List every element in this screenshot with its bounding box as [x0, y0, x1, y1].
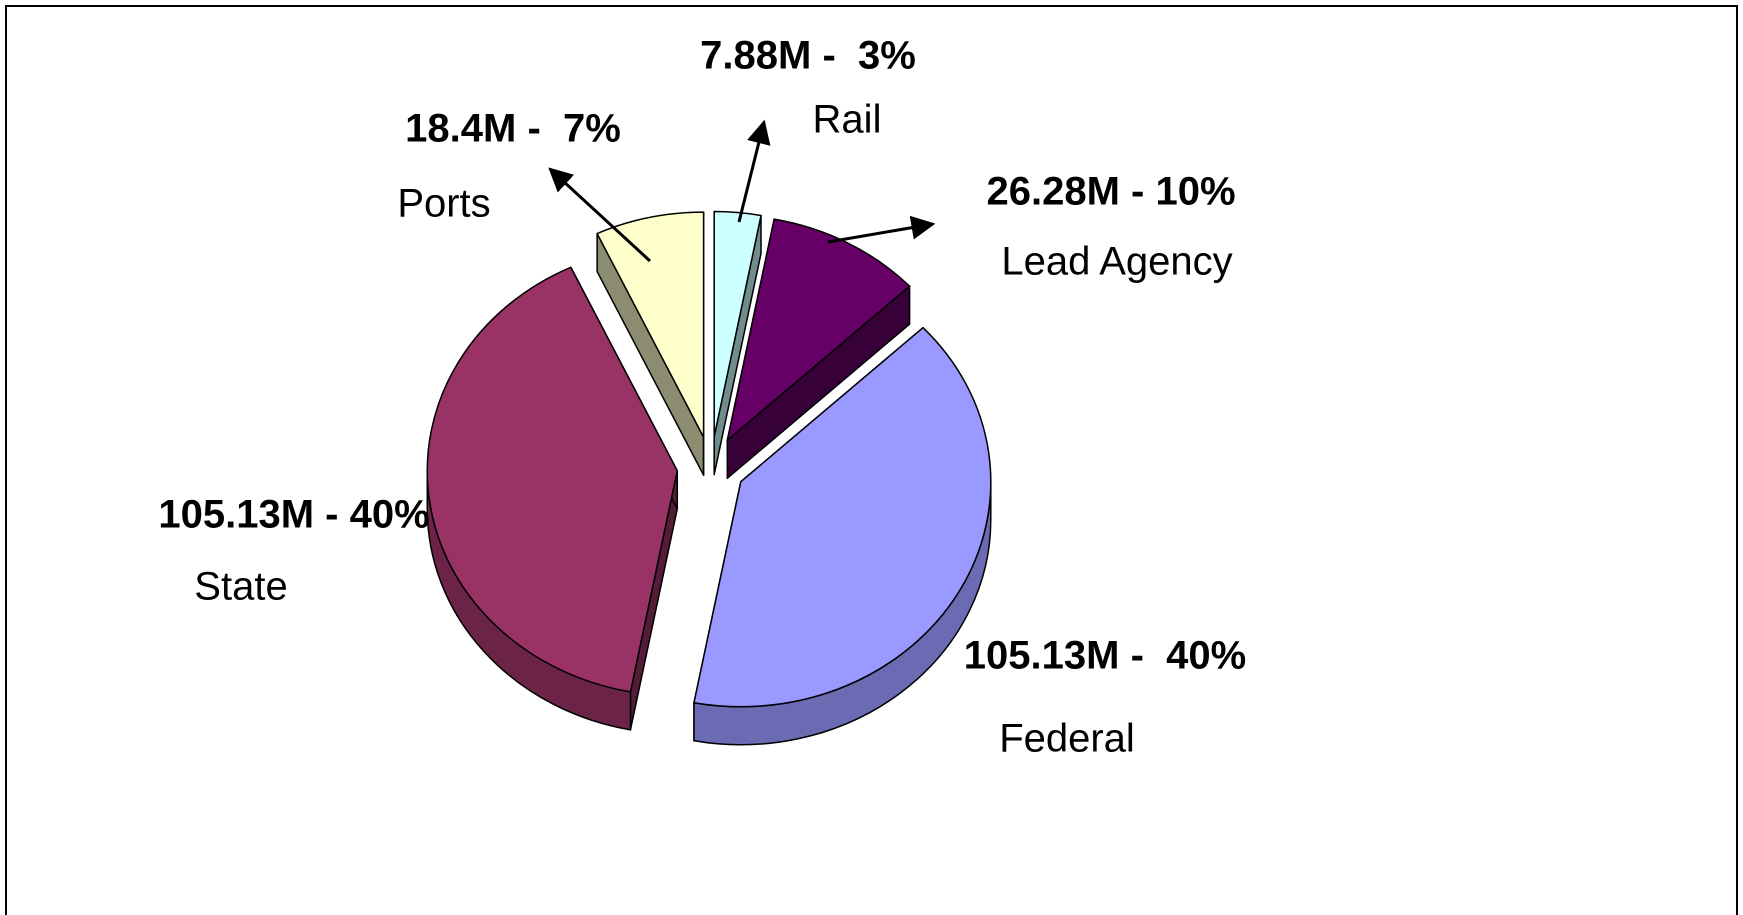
slice	[596, 211, 705, 438]
slice	[426, 266, 679, 731]
pie	[426, 210, 992, 746]
slice	[713, 210, 762, 438]
leader-arrow	[548, 167, 652, 263]
category-label: State	[194, 565, 287, 609]
data-label: 18.4M - 7%	[405, 107, 621, 151]
slice	[693, 326, 992, 746]
leader-arrow	[737, 119, 771, 223]
data-label: 26.28M - 10%	[986, 170, 1235, 214]
category-label: Rail	[813, 98, 882, 142]
slice	[693, 326, 992, 708]
chart-border	[5, 5, 1738, 915]
leader-arrow	[827, 215, 936, 244]
slice	[713, 210, 762, 476]
slice	[726, 218, 911, 479]
data-label: 105.13M - 40%	[158, 493, 429, 537]
category-label: Ports	[397, 182, 490, 226]
slice	[596, 211, 705, 476]
data-label: 105.13M - 40%	[964, 634, 1246, 678]
slice	[726, 218, 911, 441]
data-label: 7.88M - 3%	[700, 34, 916, 78]
category-label: Federal	[999, 717, 1135, 761]
category-label: Lead Agency	[1001, 240, 1232, 284]
slice	[426, 266, 679, 693]
